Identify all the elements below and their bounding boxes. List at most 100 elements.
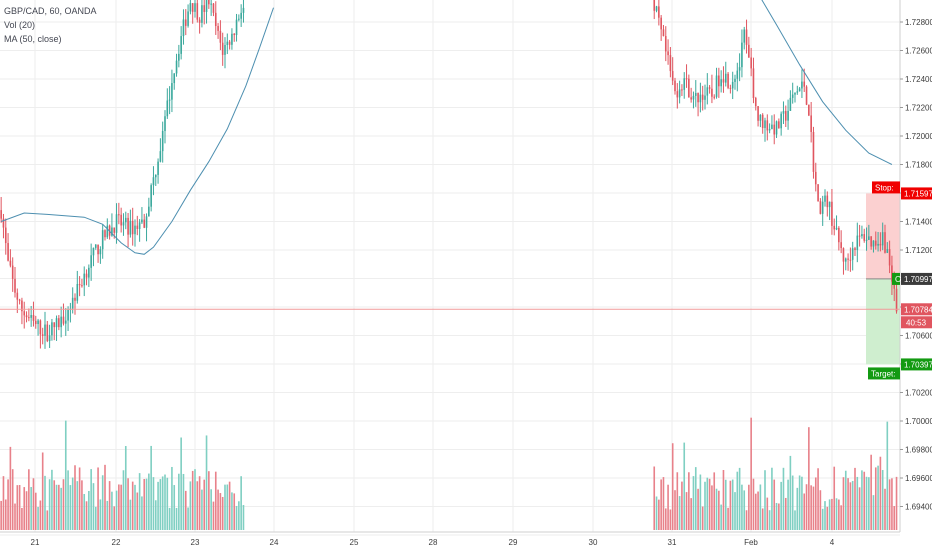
volume-bar [683,442,686,530]
stop-label[interactable] [872,181,900,194]
volume-bar [736,471,739,530]
candle-body [840,242,842,249]
candle-body [78,284,81,286]
price-tick-label: 1.69400 [905,503,932,512]
volume-bar [214,471,217,530]
volume-bar [159,479,162,530]
target-price-tag[interactable] [901,358,932,371]
volume-bar [120,484,122,530]
volume-bar [235,505,238,530]
volume-bar [85,501,88,530]
candle-body [872,240,875,247]
candle-body [226,41,229,45]
volume-bar [817,468,819,530]
volume-bar [861,470,863,530]
candle-body [893,281,896,289]
volume-bar [184,490,187,530]
candle-body [764,120,766,128]
candle-body [166,100,169,117]
candle-body [171,83,173,100]
volume-bar [2,476,5,530]
target-price-tag-text: 1.70397 [904,360,932,369]
candle-body [861,234,863,237]
candle-body [888,249,891,266]
candle-body [773,124,776,135]
candle-body [219,30,222,43]
volume-bar [801,476,803,530]
volume-bar [794,510,796,530]
candle-body [768,128,771,131]
volume-bar [828,499,831,530]
volume-bar [18,484,21,530]
volume-indicator-label[interactable]: Vol (20) [4,20,36,30]
candle-body [812,131,815,172]
volume-bar [840,505,842,530]
candle-body [667,51,669,56]
volume-bars [0,417,898,530]
time-tick-label: 24 [270,538,279,547]
volume-bar [660,479,662,530]
candle-body [838,227,840,243]
candle-body [189,3,192,12]
candle-body [198,19,201,23]
stop-price-tag[interactable] [901,187,932,200]
candle-body [727,73,729,88]
candle-body [44,324,46,336]
volume-bar [51,469,53,530]
candle-body [713,96,716,98]
price-tick-label: 1.69800 [905,446,932,455]
candle-body [4,227,7,244]
volume-bar [754,493,757,530]
volume-bar [226,484,229,530]
candle-body [655,6,658,11]
volume-bar [784,497,787,530]
candle-body [692,95,695,100]
volume-bar [11,469,14,530]
entry-price-tag[interactable] [901,272,932,285]
volume-bar [76,481,79,530]
candle-body [152,177,155,186]
candle-body [16,292,19,300]
entry-label[interactable] [892,272,900,285]
volume-bar [113,506,116,530]
volume-bar [78,467,81,530]
candle-body [819,201,822,214]
volume-bar [53,480,56,530]
candle-body [738,67,741,71]
candle-body [718,75,720,87]
target-label[interactable] [868,367,900,380]
candle-body [750,57,752,69]
candle-body [159,151,162,162]
volume-bar [7,479,9,530]
volume-bar [743,490,746,530]
volume-bar [0,500,2,530]
candle-body [748,44,750,58]
volume-bar [28,469,30,530]
candle-body [706,87,709,96]
candle-body [131,220,134,235]
candle-body [191,3,194,12]
volume-bar [122,470,125,530]
candle-body [138,222,141,229]
candle-body [870,236,872,247]
volume-bar [101,475,104,530]
target-zone[interactable] [866,278,900,365]
time-axis[interactable]: 21 22 23 24 25 28 29 30 31 Feb 4 [0,531,900,547]
volume-bar [148,473,150,530]
candle-body [884,232,886,253]
candle-body [782,111,785,114]
symbol-label[interactable]: GBP/CAD, 60, OANDA [4,6,97,16]
candle-body [886,249,889,253]
volume-bar [750,417,752,530]
last-price-tag[interactable] [901,303,932,316]
volume-bar [178,473,180,530]
candle-body [55,318,58,328]
candle-body [791,94,794,98]
volume-bar [118,484,120,530]
volume-bar [711,485,713,530]
chart-legend: GBP/CAD, 60, OANDA Vol (20) MA (50, clos… [4,4,97,46]
volume-bar [44,475,46,530]
ma-indicator-label[interactable]: MA (50, close) [4,34,62,44]
